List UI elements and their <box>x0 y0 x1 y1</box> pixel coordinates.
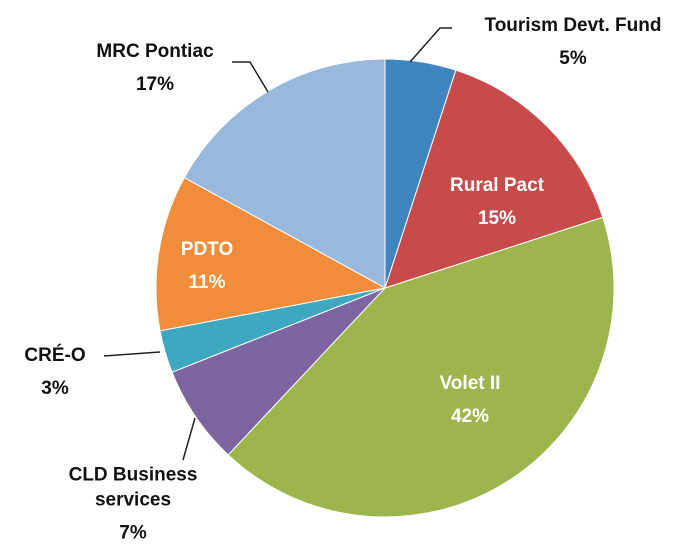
category-label: Tourism Devt. Fund <box>484 15 662 36</box>
category-label: PDTO <box>180 239 234 260</box>
slice-label: CRÉ-O 3% <box>5 343 105 401</box>
slice-label: MRC Pontiac 17% <box>65 39 245 97</box>
pie-slice <box>384 69 604 289</box>
value-label: 7% <box>119 522 147 544</box>
slice-label: Rural Pact 15% <box>417 173 577 231</box>
slice-label: CLD Business services 7% <box>48 463 218 546</box>
leader-line <box>182 417 196 461</box>
category-label: CLD Business services <box>68 464 198 511</box>
pie-slice <box>183 58 386 289</box>
value-label: 15% <box>477 208 517 229</box>
slice-label: Volet II 42% <box>390 371 550 429</box>
category-label: Volet II <box>439 373 501 394</box>
leader-line <box>232 61 269 93</box>
leader-line <box>103 351 161 357</box>
value-label: 42% <box>450 406 490 427</box>
pie-slice <box>227 216 615 518</box>
leader-line <box>409 27 452 63</box>
slice-label: PDTO 11% <box>147 237 267 295</box>
value-label: 11% <box>188 272 226 293</box>
category-label: Rural Pact <box>450 175 544 196</box>
value-label: 17% <box>135 74 175 95</box>
value-label: 3% <box>41 378 69 399</box>
pie-slice <box>155 176 387 332</box>
category-label: CRÉ-O <box>24 345 86 366</box>
slice-label: Tourism Devt. Fund 5% <box>443 13 693 71</box>
category-label: MRC Pontiac <box>96 41 214 62</box>
value-label: 5% <box>559 48 587 69</box>
pie-slice <box>384 58 457 289</box>
